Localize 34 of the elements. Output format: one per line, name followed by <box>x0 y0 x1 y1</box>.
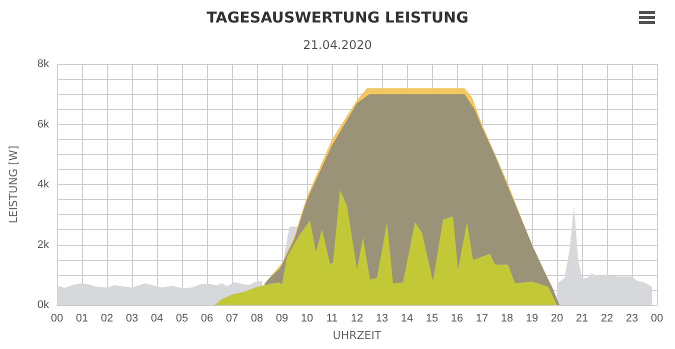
x-tick-label: 12 <box>350 312 364 324</box>
x-tick-label: 10 <box>300 312 314 324</box>
x-tick-label: 19 <box>526 312 538 324</box>
x-tick-label: 08 <box>250 312 264 324</box>
x-tick-label: 00 <box>650 312 664 324</box>
chart-title: TAGESAUSWERTUNG LEISTUNG <box>206 8 468 26</box>
x-tick-label: 07 <box>226 312 238 324</box>
y-tick-label: 4k <box>37 178 50 190</box>
x-tick-label: 13 <box>376 312 388 324</box>
x-tick-label: 22 <box>600 312 614 324</box>
x-tick-label: 21 <box>576 312 588 324</box>
x-tick-label: 01 <box>76 312 88 324</box>
x-tick-label: 00 <box>50 312 64 324</box>
x-tick-label: 23 <box>626 312 638 324</box>
x-tick-label: 03 <box>126 312 138 324</box>
x-tick-label: 20 <box>550 312 564 324</box>
y-tick-label: 6k <box>37 118 50 130</box>
x-tick-label: 06 <box>200 312 214 324</box>
chart-subtitle: 21.04.2020 <box>303 38 372 52</box>
y-tick-label: 2k <box>37 238 50 251</box>
x-tick-label: 17 <box>476 312 488 324</box>
x-tick-label: 15 <box>426 312 438 324</box>
y-tick-label: 0k <box>37 299 50 311</box>
x-tick-label: 16 <box>450 312 464 324</box>
x-tick-label: 02 <box>100 312 114 324</box>
x-tick-label: 11 <box>326 312 338 324</box>
x-axis-title: UHRZEIT <box>332 329 382 342</box>
x-tick-label: 09 <box>276 312 288 324</box>
x-tick-label: 05 <box>176 312 188 324</box>
x-tick-label: 18 <box>500 312 514 324</box>
y-tick-label: 8k <box>37 58 50 70</box>
y-axis-title: LEISTUNG [W] <box>7 146 20 224</box>
x-tick-label: 04 <box>150 312 164 324</box>
x-tick-label: 14 <box>400 312 414 324</box>
